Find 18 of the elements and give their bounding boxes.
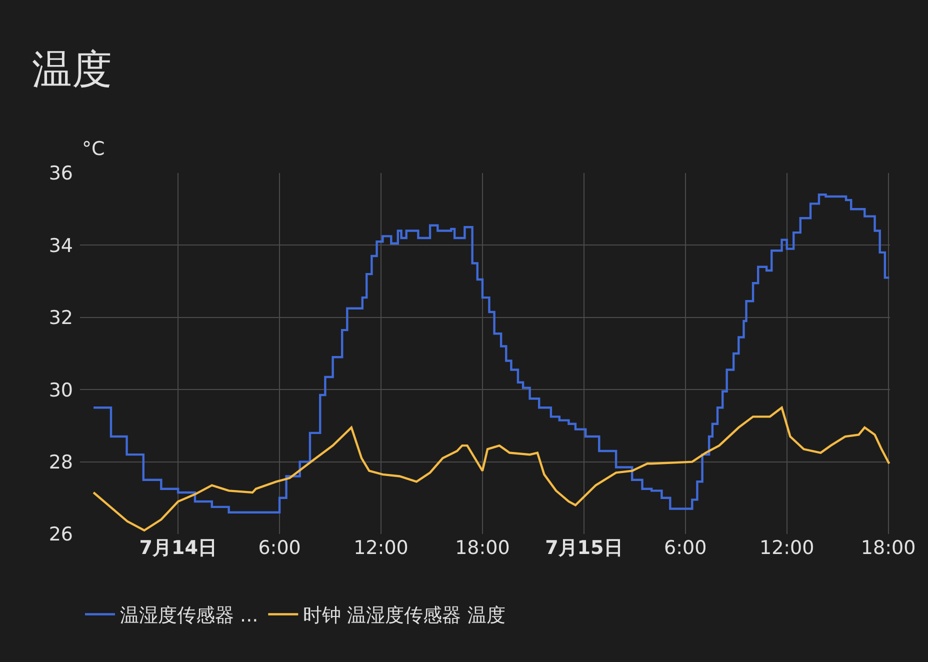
x-tick-label: 6:00 bbox=[664, 537, 707, 559]
x-tick-label: 18:00 bbox=[455, 537, 510, 559]
y-tick-label: 28 bbox=[48, 451, 73, 474]
legend-label: 时钟 温湿度传感器 温度 bbox=[303, 604, 506, 627]
y-tick-label: 36 bbox=[48, 162, 73, 185]
y-tick-label: 30 bbox=[48, 379, 73, 402]
x-tick-label: 7月15日 bbox=[545, 537, 623, 559]
chart-title: 温度 bbox=[32, 47, 112, 93]
x-tick-label: 6:00 bbox=[258, 537, 301, 559]
x-tick-label: 12:00 bbox=[759, 537, 814, 559]
y-tick-label: 32 bbox=[48, 307, 73, 330]
y-tick-label: 26 bbox=[48, 524, 73, 546]
y-axis-title: °C bbox=[82, 138, 105, 160]
x-tick-label: 7月14日 bbox=[139, 537, 217, 559]
legend-label: 温湿度传感器 ... bbox=[120, 604, 258, 627]
y-tick-label: 34 bbox=[48, 234, 73, 257]
x-tick-label: 18:00 bbox=[860, 537, 916, 559]
x-tick-label: 12:00 bbox=[354, 537, 408, 559]
